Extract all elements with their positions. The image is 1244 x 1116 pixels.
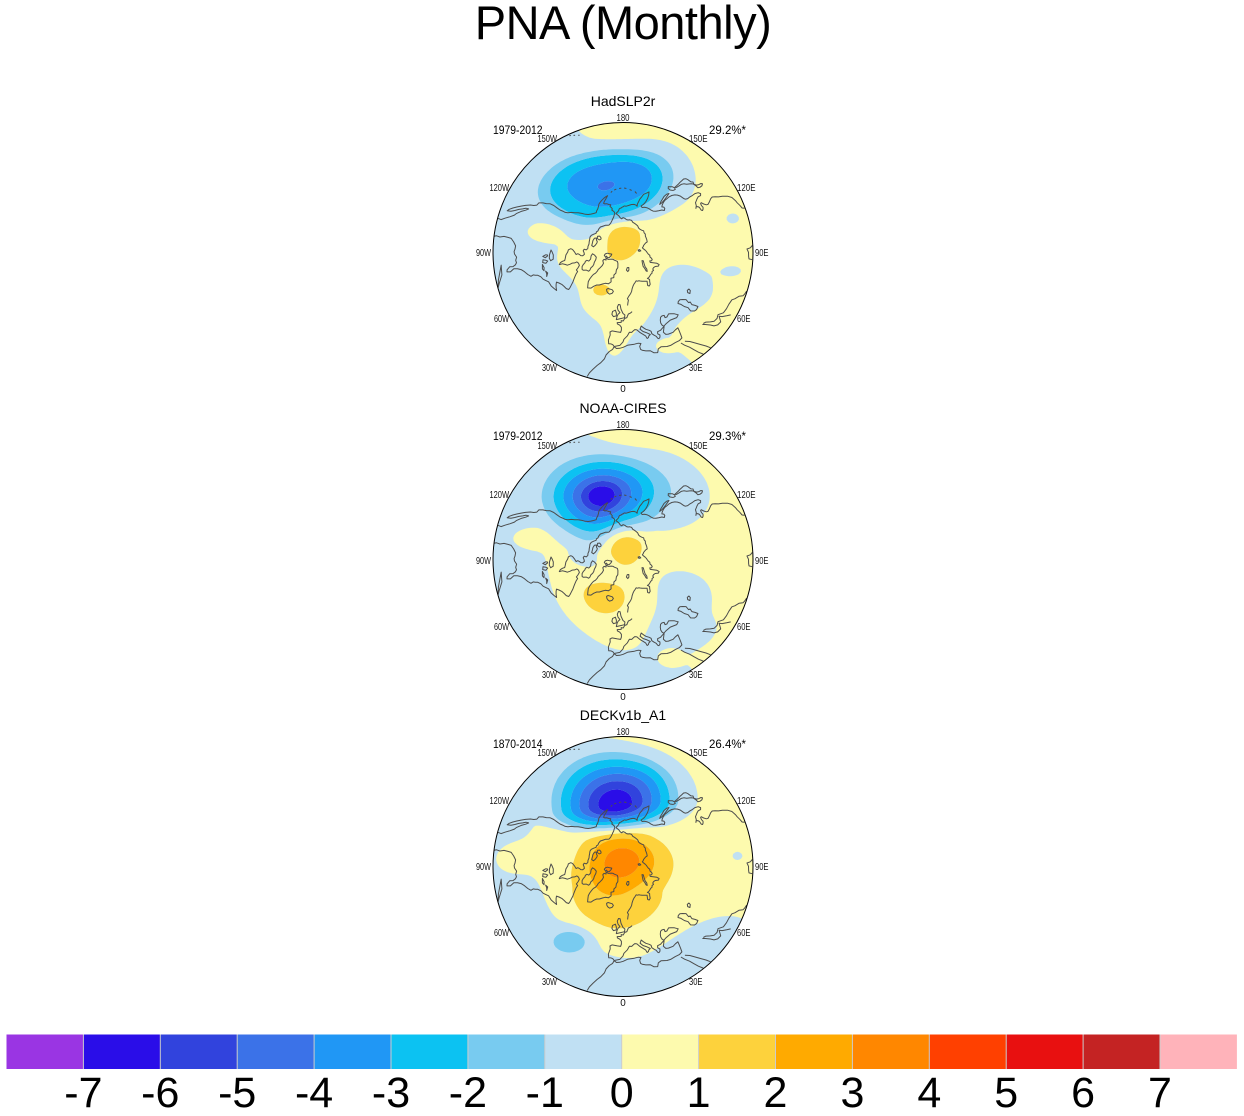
svg-text:29.2%*: 29.2%* bbox=[709, 125, 747, 137]
svg-text:120W: 120W bbox=[490, 489, 510, 501]
svg-text:120E: 120E bbox=[737, 489, 756, 501]
svg-text:180: 180 bbox=[617, 112, 630, 124]
svg-text:0: 0 bbox=[620, 691, 626, 703]
svg-text:120E: 120E bbox=[737, 182, 756, 194]
svg-text:0: 0 bbox=[620, 383, 626, 395]
svg-text:1: 1 bbox=[687, 1069, 711, 1116]
svg-text:DECKv1b_A1: DECKv1b_A1 bbox=[580, 707, 667, 723]
svg-text:150W: 150W bbox=[538, 133, 558, 145]
svg-text:60W: 60W bbox=[494, 927, 509, 939]
svg-text:30E: 30E bbox=[689, 669, 703, 681]
svg-text:6: 6 bbox=[1071, 1069, 1095, 1116]
svg-text:5: 5 bbox=[994, 1069, 1018, 1116]
svg-text:-2: -2 bbox=[449, 1069, 487, 1116]
svg-text:NOAA-CIRES: NOAA-CIRES bbox=[579, 400, 666, 416]
svg-text:180: 180 bbox=[617, 419, 630, 431]
svg-text:4: 4 bbox=[917, 1069, 941, 1116]
svg-text:-6: -6 bbox=[141, 1069, 179, 1116]
svg-text:180: 180 bbox=[617, 726, 630, 738]
svg-text:60E: 60E bbox=[737, 621, 751, 633]
svg-text:PNA (Monthly): PNA (Monthly) bbox=[475, 0, 771, 49]
svg-text:90E: 90E bbox=[755, 247, 769, 259]
svg-text:30W: 30W bbox=[542, 669, 557, 681]
svg-text:150E: 150E bbox=[689, 747, 708, 759]
svg-text:-5: -5 bbox=[218, 1069, 256, 1116]
svg-text:7: 7 bbox=[1148, 1069, 1172, 1116]
svg-text:3: 3 bbox=[840, 1069, 864, 1116]
svg-text:1979-2012: 1979-2012 bbox=[493, 125, 543, 137]
svg-text:1979-2012: 1979-2012 bbox=[493, 431, 543, 443]
svg-text:90E: 90E bbox=[755, 861, 769, 873]
svg-text:120W: 120W bbox=[490, 795, 510, 807]
svg-text:150W: 150W bbox=[538, 747, 558, 759]
svg-text:60W: 60W bbox=[494, 313, 509, 325]
svg-text:26.4%*: 26.4%* bbox=[709, 739, 747, 751]
svg-text:120E: 120E bbox=[737, 795, 756, 807]
svg-text:30E: 30E bbox=[689, 362, 703, 374]
svg-text:150W: 150W bbox=[538, 440, 558, 452]
svg-text:150E: 150E bbox=[689, 440, 708, 452]
svg-text:90W: 90W bbox=[476, 861, 491, 873]
svg-text:90W: 90W bbox=[476, 555, 491, 567]
svg-text:1870-2014: 1870-2014 bbox=[493, 739, 543, 751]
svg-text:-4: -4 bbox=[295, 1069, 333, 1116]
svg-text:30E: 30E bbox=[689, 976, 703, 988]
svg-text:0: 0 bbox=[620, 997, 626, 1009]
svg-text:60W: 60W bbox=[494, 621, 509, 633]
svg-text:90W: 90W bbox=[476, 247, 491, 259]
svg-text:30W: 30W bbox=[542, 362, 557, 374]
svg-text:60E: 60E bbox=[737, 313, 751, 325]
svg-text:0: 0 bbox=[610, 1069, 634, 1116]
svg-text:-3: -3 bbox=[372, 1069, 410, 1116]
svg-text:30W: 30W bbox=[542, 976, 557, 988]
svg-text:2: 2 bbox=[764, 1069, 788, 1116]
svg-text:29.3%*: 29.3%* bbox=[709, 431, 747, 443]
svg-text:-7: -7 bbox=[64, 1069, 102, 1116]
svg-text:-1: -1 bbox=[526, 1069, 564, 1116]
svg-text:150E: 150E bbox=[689, 133, 708, 145]
svg-text:120W: 120W bbox=[490, 182, 510, 194]
svg-text:90E: 90E bbox=[755, 555, 769, 567]
svg-text:HadSLP2r: HadSLP2r bbox=[591, 93, 656, 109]
svg-text:60E: 60E bbox=[737, 927, 751, 939]
